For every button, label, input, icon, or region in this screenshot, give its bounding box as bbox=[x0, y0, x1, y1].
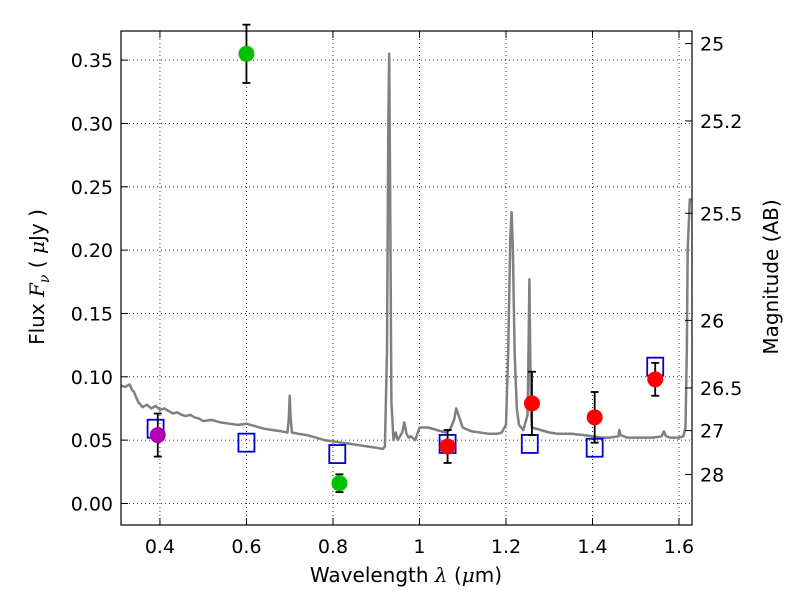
x-tick-label: 1.4 bbox=[577, 536, 607, 558]
magnitude-tick-label: 25.5 bbox=[700, 203, 742, 225]
x-axis: 0.4 0.6 0.8 1 1.2 1.4 1.6 bbox=[145, 31, 694, 558]
y-tick-label: 0.25 bbox=[71, 177, 113, 199]
x-tick-label: 1.2 bbox=[491, 536, 521, 558]
y-tick-label: 0.15 bbox=[71, 303, 113, 325]
observed-point bbox=[523, 395, 540, 412]
model-point-square bbox=[328, 444, 347, 464]
observed-point bbox=[439, 438, 456, 455]
model-points bbox=[146, 356, 665, 464]
observed-points bbox=[149, 23, 664, 493]
y-tick-label: 0.20 bbox=[71, 240, 113, 262]
model-spectrum-line bbox=[120, 52, 692, 451]
x-tick-label: 0.6 bbox=[231, 536, 261, 558]
x-tick-label: 1.6 bbox=[664, 536, 694, 558]
magnitude-tick-label: 25 bbox=[700, 34, 724, 56]
observed-point bbox=[647, 371, 664, 388]
model-point-square bbox=[520, 434, 539, 454]
x-tick-label: 0.8 bbox=[318, 536, 348, 558]
magnitude-tick-label: 26.5 bbox=[700, 378, 742, 400]
y-tick-label: 0.10 bbox=[71, 367, 113, 389]
plot-frame bbox=[120, 30, 693, 526]
y-axis-label: Flux Fν ( μJy ) bbox=[25, 209, 53, 345]
observed-point bbox=[586, 409, 603, 426]
observed-point bbox=[331, 475, 348, 492]
magnitude-tick-label: 27 bbox=[700, 421, 724, 443]
magnitude-tick-label: 26 bbox=[700, 310, 724, 332]
x-tick-label: 0.4 bbox=[145, 536, 175, 558]
x-tick-label: 1 bbox=[413, 536, 425, 558]
magnitude-tick-label: 28 bbox=[700, 464, 724, 486]
observed-point bbox=[238, 45, 255, 62]
y-tick-label: 0.35 bbox=[71, 50, 113, 72]
magnitude-axis: 25 25.2 25.5 26 26.5 27 28 bbox=[685, 34, 742, 486]
model-point-square bbox=[237, 432, 256, 453]
x-axis-label: Wavelength λ (μm) bbox=[310, 563, 502, 587]
observed-point bbox=[149, 427, 166, 444]
y-axis: 0.00 0.05 0.10 0.15 0.20 0.25 0.30 0.35 bbox=[71, 50, 128, 515]
model-spectrum bbox=[120, 52, 692, 451]
y-tick-label: 0.05 bbox=[71, 430, 113, 452]
y-tick-label: 0.00 bbox=[71, 493, 113, 515]
magnitude-tick-label: 25.2 bbox=[700, 111, 742, 133]
grid bbox=[121, 31, 692, 525]
y-tick-label: 0.30 bbox=[71, 113, 113, 135]
y2-axis-label: Magnitude (AB) bbox=[759, 199, 783, 354]
